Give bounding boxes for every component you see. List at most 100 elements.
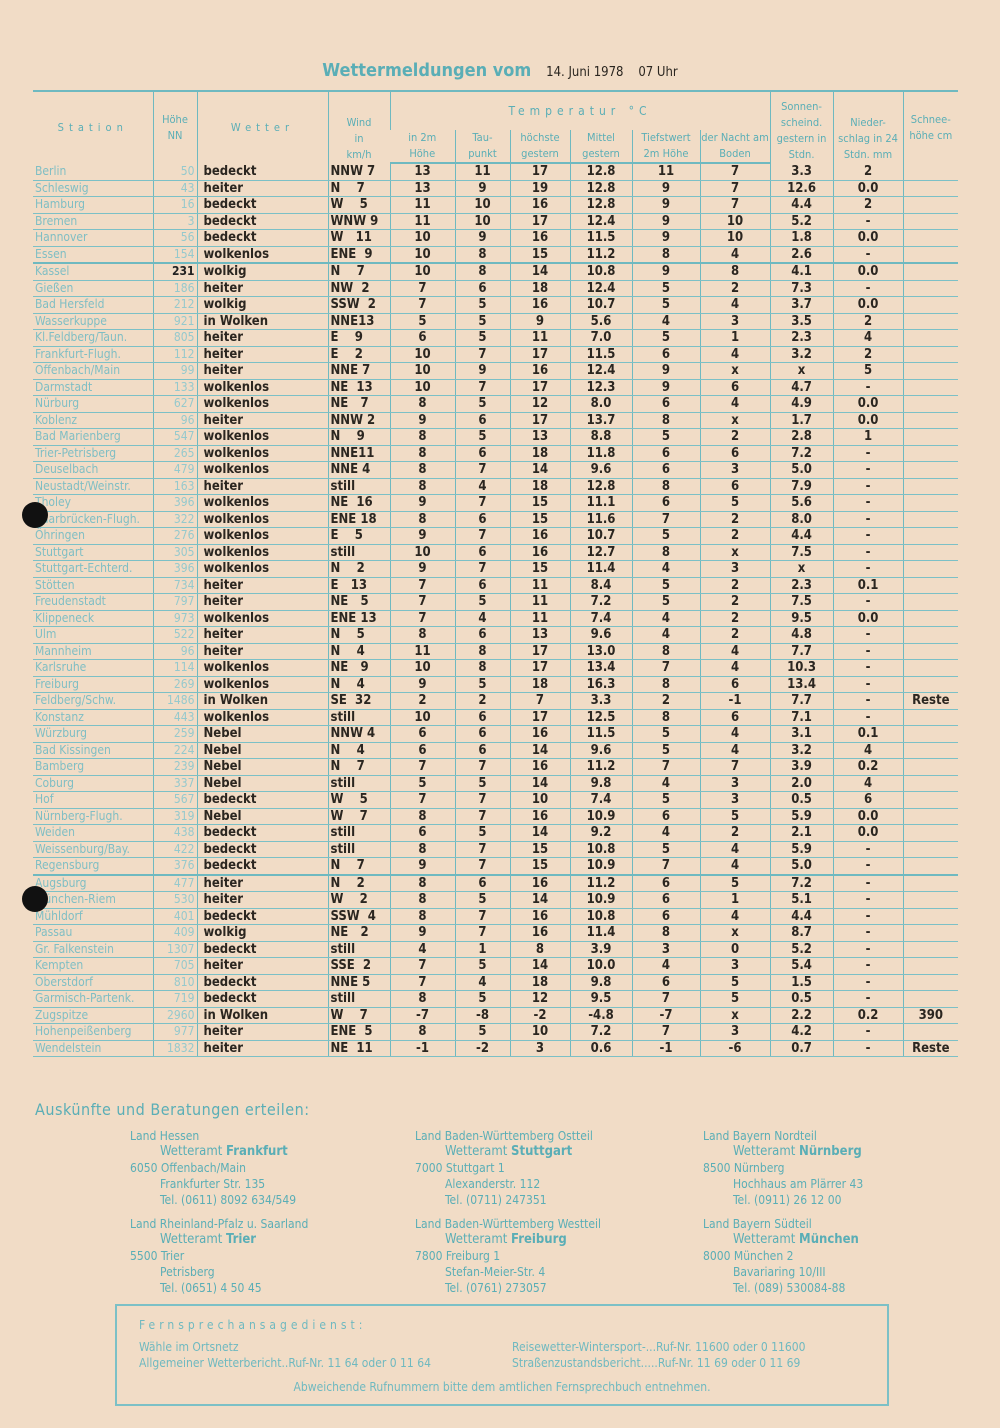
cell-sonne: 2.3 <box>769 329 834 347</box>
cell-wetter: bedeckt <box>196 974 328 991</box>
cell-nieder: - <box>832 1040 904 1057</box>
office-name: München <box>799 1232 859 1247</box>
cell-wetter: wolkenlos <box>196 511 328 528</box>
cell-hoehe: 1307 <box>152 941 197 958</box>
cell-nacht: 10 <box>699 213 771 230</box>
table-row: Hof 567 bedeckt W 5 7 7 10 7.4 5 3 0.5 6 <box>33 791 959 809</box>
cell-nacht: 6 <box>699 379 771 396</box>
table-row: Würzburg 259 Nebel NNW 4 6 6 16 11.5 5 4 3.1 0.1 <box>33 725 959 743</box>
cell-nieder: - <box>832 461 904 479</box>
cell-wind: still <box>327 824 390 842</box>
cell-nacht: -6 <box>699 1040 771 1057</box>
cell-sonne: x <box>769 362 834 380</box>
cell-wetter: in Wolken <box>196 1007 328 1024</box>
table-row: Bad Kissingen 224 Nebel N 4 6 6 14 9.6 5 4 3.2 4 <box>33 742 959 759</box>
cell-sonne: 8.7 <box>769 924 834 942</box>
cell-wetter: wolkenlos <box>196 709 328 726</box>
punch-hole <box>22 886 48 912</box>
table-row: Oberstdorf 810 bedeckt NNE 5 7 4 18 9.8 6 5 1.5- <box>33 974 959 991</box>
cell-mittel: 7.2 <box>569 1023 632 1041</box>
table-row: Karlsruhe 114 wolkenlos NE 9 10 8 17 13.4 7 4 10.3… <box>33 659 959 677</box>
cell-mittel: 11.4 <box>569 560 632 578</box>
cell-schnee <box>902 379 959 396</box>
cell-wetter: bedeckt <box>196 163 328 181</box>
cell-schnee <box>902 742 959 759</box>
cell-hoehe: 163 <box>152 478 197 495</box>
cell-wind: N 9 <box>327 428 390 446</box>
cell-nieder: - <box>832 280 904 297</box>
cell-nacht: 2 <box>699 280 771 297</box>
table-row: Stuttgart-Echterd. 396 wolkenlos N 2 9 7 15 11.… <box>33 560 959 578</box>
cell-nacht: x <box>699 544 771 561</box>
cell-hoehe: 973 <box>152 610 197 627</box>
cell-taupunkt: 6 <box>454 725 510 743</box>
cell-t2m: 13 <box>389 163 455 181</box>
table-row: Kl.Feldberg/Taun. 805 heiter E 9 6 5 11 7.0 5 1 2.… <box>33 329 959 347</box>
office-city: 7800 Freiburg 1 <box>415 1249 501 1263</box>
cell-hoehe: 305 <box>152 544 197 561</box>
cell-hoehe: 50 <box>152 163 197 181</box>
cell-tiefst: 9 <box>631 180 700 197</box>
cell-wind: still <box>327 478 390 495</box>
cell-nacht: 3 <box>699 560 771 578</box>
cell-t2m: 7 <box>389 577 455 594</box>
cell-tiefst: 8 <box>631 709 700 726</box>
office-tel: Tel. (0611) 8092 634/549 <box>160 1193 297 1207</box>
cell-nieder: 4 <box>832 329 904 347</box>
office-street: Petrisberg <box>160 1265 215 1279</box>
cell-tiefst: 9 <box>631 379 700 396</box>
cell-tiefst: 11 <box>631 163 700 181</box>
cell-wind: NE 16 <box>327 494 390 512</box>
cell-sonne: 5.6 <box>769 494 834 512</box>
cell-nacht: 4 <box>699 296 771 314</box>
cell-mittel: 9.6 <box>569 626 632 644</box>
cell-hoehe: 401 <box>152 908 197 925</box>
cell-sonne: 2.1 <box>769 824 834 842</box>
cell-nieder: - <box>832 527 904 545</box>
cell-schnee <box>902 610 959 627</box>
cell-nacht: 5 <box>699 808 771 825</box>
cell-nacht: 2 <box>699 824 771 842</box>
cell-t2m: 8 <box>389 990 455 1008</box>
cell-hoehe: 530 <box>152 891 197 909</box>
cell-t2m: 8 <box>389 626 455 644</box>
cell-hoehe: 212 <box>152 296 197 314</box>
office-prefix: Wetteramt <box>160 1144 223 1159</box>
office-street: Hochhaus am Plärrer 43 <box>733 1177 864 1191</box>
cell-wetter: Nebel <box>196 758 328 776</box>
cell-sonne: 2.8 <box>769 428 834 446</box>
cell-schnee <box>902 180 959 197</box>
cell-hoechste: 14 <box>509 263 570 281</box>
cell-nacht: 3 <box>699 957 771 975</box>
phone-service-box: Fernsprechansagedienst: Wähle im Ortsnet… <box>115 1304 889 1406</box>
cell-wind: E 13 <box>327 577 390 594</box>
cell-nieder: - <box>832 676 904 693</box>
cell-schnee <box>902 725 959 743</box>
cell-t2m: 8 <box>389 808 455 825</box>
cell-mittel: 9.2 <box>569 824 632 842</box>
table-row: Gr. Falkenstein 1307 bedeckt still 4 1 8 3.9 3 0 5… <box>33 941 959 958</box>
table-row: Kassel 231 wolkig N 7 10 8 14 10.8 9 8 4.1 0.0 <box>33 263 959 281</box>
cell-station: Darmstadt <box>33 379 153 396</box>
cell-mittel: 12.8 <box>569 196 632 214</box>
cell-t2m: 6 <box>389 742 455 759</box>
cell-nieder: 5 <box>832 362 904 380</box>
cell-t2m: 10 <box>389 544 455 561</box>
cell-tiefst: 5 <box>631 428 700 446</box>
cell-nacht: 5 <box>699 874 771 892</box>
contact-heading: Auskünfte und Beratungen erteilen: <box>35 1100 310 1119</box>
cell-mittel: 12.8 <box>569 180 632 197</box>
cell-hoechste: 9 <box>509 313 570 330</box>
cell-wind: N 7 <box>327 263 390 281</box>
cell-tiefst: 7 <box>631 659 700 677</box>
cell-taupunkt: 5 <box>454 593 510 611</box>
office-block: Land Baden-Württemberg Ostteil Wetteramt … <box>415 1128 593 1208</box>
table-row: Freiburg 269 wolkenlos N 4 9 5 18 16.3 8 6 13.4- <box>33 676 959 693</box>
cell-wind: N 7 <box>327 857 390 876</box>
office-name: Nürnberg <box>799 1144 862 1159</box>
cell-mittel: 12.7 <box>569 544 632 561</box>
cell-wetter: bedeckt <box>196 841 328 858</box>
cell-wind: SE 32 <box>327 692 390 710</box>
cell-nieder: 0.1 <box>832 577 904 594</box>
cell-nieder: - <box>832 857 904 876</box>
